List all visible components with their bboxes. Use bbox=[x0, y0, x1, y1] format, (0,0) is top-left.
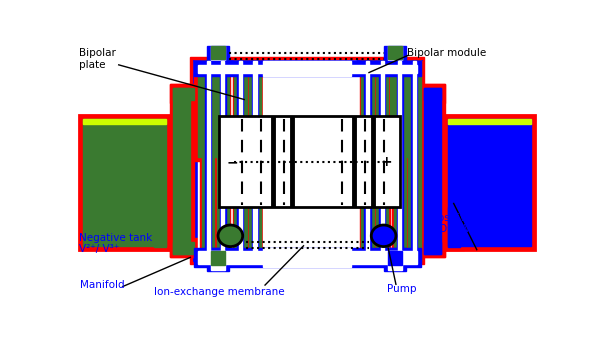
Bar bbox=[211, 46, 225, 65]
Bar bbox=[170, 238, 198, 258]
Bar bbox=[211, 251, 225, 265]
Bar bbox=[194, 61, 420, 77]
Bar bbox=[264, 61, 356, 260]
Bar bbox=[379, 61, 385, 261]
Bar bbox=[448, 119, 531, 246]
Text: Negative tank
V²⁺/ V³⁺: Negative tank V²⁺/ V³⁺ bbox=[78, 233, 152, 254]
Bar bbox=[170, 84, 194, 258]
Bar bbox=[264, 248, 351, 267]
Bar bbox=[366, 61, 369, 261]
Bar bbox=[385, 46, 406, 69]
Bar bbox=[444, 204, 464, 250]
Bar bbox=[360, 61, 375, 261]
Bar bbox=[198, 65, 417, 73]
Bar bbox=[376, 61, 388, 261]
Bar bbox=[198, 65, 417, 256]
Bar bbox=[232, 61, 248, 261]
Bar bbox=[420, 84, 445, 103]
Bar bbox=[194, 61, 420, 260]
Bar bbox=[194, 61, 420, 260]
Bar bbox=[374, 61, 390, 261]
Bar bbox=[390, 65, 417, 157]
Bar bbox=[380, 61, 383, 261]
Bar bbox=[425, 88, 441, 100]
Text: Manifold: Manifold bbox=[80, 280, 125, 291]
Bar bbox=[207, 61, 210, 261]
Bar bbox=[219, 117, 400, 207]
Bar bbox=[448, 207, 460, 247]
Bar bbox=[220, 61, 226, 261]
Bar bbox=[425, 88, 441, 253]
Bar bbox=[239, 61, 242, 261]
Ellipse shape bbox=[218, 225, 243, 247]
Bar bbox=[173, 88, 194, 100]
Bar bbox=[211, 46, 225, 60]
Bar bbox=[247, 61, 263, 261]
Text: −: − bbox=[227, 155, 238, 169]
Bar bbox=[407, 61, 422, 261]
Bar bbox=[388, 251, 402, 270]
Text: Positive tank
VO²⁺/ VO₂⁺: Positive tank VO²⁺/ VO₂⁺ bbox=[432, 213, 499, 234]
Ellipse shape bbox=[371, 225, 396, 247]
Bar bbox=[397, 61, 403, 261]
Bar bbox=[154, 207, 166, 247]
Bar bbox=[394, 61, 406, 261]
Bar bbox=[216, 61, 229, 261]
Bar bbox=[385, 248, 406, 271]
Bar bbox=[221, 61, 224, 261]
Bar bbox=[200, 61, 216, 261]
Text: Bipolar
plate: Bipolar plate bbox=[78, 48, 116, 70]
Text: Ion-exchange membrane: Ion-exchange membrane bbox=[153, 287, 284, 296]
Bar bbox=[409, 61, 420, 261]
Bar bbox=[364, 61, 371, 261]
Bar bbox=[388, 46, 402, 60]
Bar bbox=[388, 46, 402, 65]
Bar bbox=[444, 115, 536, 250]
Bar bbox=[425, 242, 441, 253]
Bar bbox=[83, 119, 166, 124]
Bar bbox=[173, 242, 194, 253]
Bar bbox=[202, 61, 214, 261]
Bar bbox=[361, 61, 374, 261]
Bar bbox=[190, 57, 425, 263]
Bar bbox=[198, 251, 417, 264]
Bar bbox=[237, 61, 243, 261]
Bar bbox=[412, 61, 418, 261]
Bar bbox=[249, 61, 261, 261]
Bar bbox=[420, 238, 445, 258]
Text: Pump: Pump bbox=[387, 284, 416, 294]
Bar bbox=[198, 65, 225, 157]
Bar bbox=[398, 61, 401, 261]
Bar bbox=[253, 61, 256, 261]
Text: +: + bbox=[380, 155, 392, 169]
Bar bbox=[264, 61, 351, 77]
Bar bbox=[170, 84, 198, 103]
Bar bbox=[388, 251, 402, 265]
Bar bbox=[194, 61, 229, 161]
Bar bbox=[234, 61, 247, 261]
Bar bbox=[194, 248, 420, 267]
Bar bbox=[252, 61, 258, 261]
Bar bbox=[150, 204, 170, 250]
Bar bbox=[392, 61, 407, 261]
Bar bbox=[207, 46, 229, 69]
Bar bbox=[211, 251, 225, 270]
Bar bbox=[420, 84, 445, 258]
Bar bbox=[173, 88, 190, 253]
Text: Bipolar module: Bipolar module bbox=[407, 48, 487, 58]
Bar bbox=[78, 115, 170, 250]
Bar bbox=[413, 61, 416, 261]
Bar bbox=[448, 119, 531, 124]
Bar bbox=[207, 248, 229, 271]
Bar bbox=[386, 61, 420, 161]
Bar bbox=[83, 119, 166, 246]
Bar bbox=[215, 61, 231, 261]
Bar bbox=[205, 61, 211, 261]
